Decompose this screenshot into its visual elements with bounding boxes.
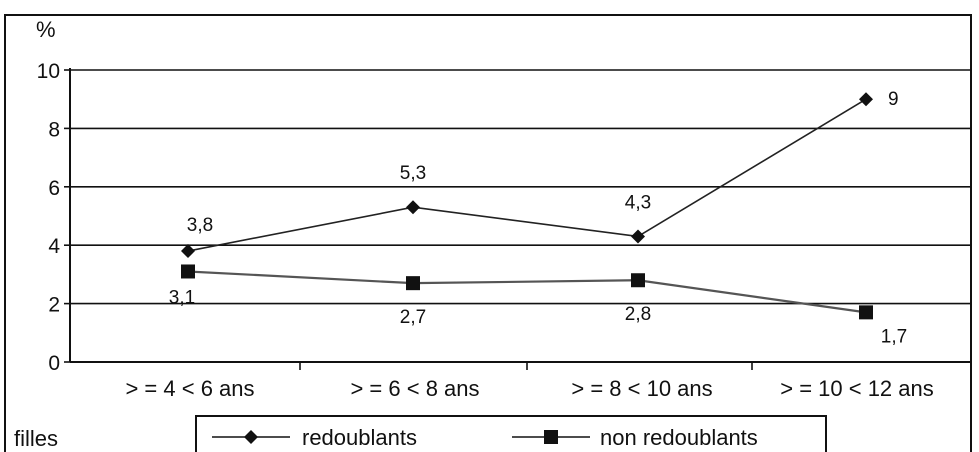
- data-point: [859, 305, 873, 320]
- data-label: 3,1: [169, 287, 195, 308]
- y-tick-label: 10: [37, 60, 60, 83]
- data-label: 9: [888, 89, 899, 110]
- y-tick-label: 0: [48, 352, 60, 375]
- x-tick-label: > = 10 < 12 ans: [780, 376, 934, 401]
- series-lines: [181, 92, 873, 320]
- y-tick-label: 6: [48, 177, 60, 200]
- x-tick-label: > = 6 < 8 ans: [350, 376, 479, 401]
- data-labels: 3,8 5,3 4,3 9 3,1 2,7 2,8 1,7: [169, 89, 907, 347]
- x-tick-label: > = 8 < 10 ans: [571, 376, 712, 401]
- chart-frame: [4, 14, 972, 452]
- legend-label: non redoublants: [600, 425, 758, 450]
- data-point: [859, 92, 873, 107]
- y-axis-label: %: [36, 17, 56, 42]
- legend-box: [195, 415, 827, 452]
- data-point: [631, 229, 645, 244]
- y-tick-label: 4: [48, 235, 60, 258]
- data-point: [181, 264, 195, 279]
- y-tick-label: 8: [48, 118, 60, 141]
- legend-marker: [544, 430, 558, 444]
- subgroup-label: filles: [14, 426, 58, 451]
- data-point: [406, 276, 420, 291]
- legend-label: redoublants: [302, 425, 417, 450]
- data-label: 1,7: [881, 326, 907, 347]
- y-tick-labels: 0 2 4 6 8 10: [37, 60, 61, 375]
- legend: redoublants non redoublants: [195, 415, 827, 452]
- y-tick-label: 2: [48, 294, 60, 317]
- data-label: 5,3: [400, 163, 426, 184]
- legend-marker: [244, 430, 258, 444]
- data-point: [631, 273, 645, 288]
- data-label: 3,8: [187, 215, 213, 236]
- data-label: 2,8: [625, 304, 651, 325]
- x-tick-labels: > = 4 < 6 ans > = 6 < 8 ans > = 8 < 10 ans…: [125, 362, 934, 401]
- x-tick-label: > = 4 < 6 ans: [125, 376, 254, 401]
- data-label: 4,3: [625, 192, 651, 213]
- series-line-redoublants: [187, 98, 867, 252]
- data-point: [406, 200, 420, 215]
- data-label: 2,7: [400, 307, 426, 328]
- series-line-non-redoublants: [187, 270, 867, 314]
- data-point: [181, 244, 195, 259]
